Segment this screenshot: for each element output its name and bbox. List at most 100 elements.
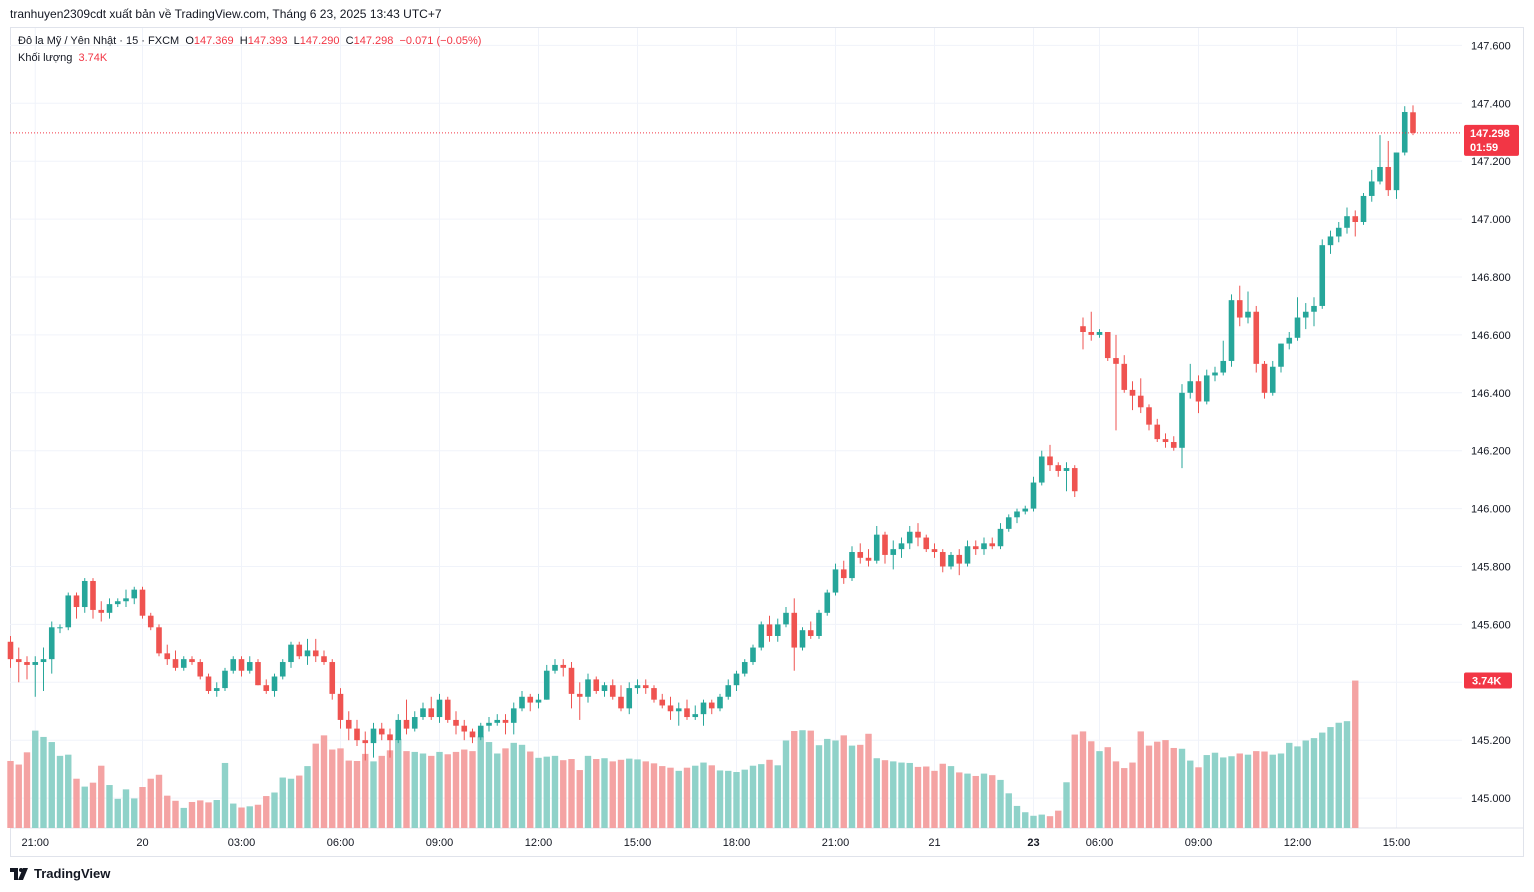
volume-bar <box>296 775 303 828</box>
volume-bar <box>807 730 814 828</box>
last-price-label: 147.298 <box>1470 128 1510 140</box>
volume-bar <box>939 763 946 828</box>
candle-body <box>279 662 286 677</box>
grid-lines <box>10 28 1524 829</box>
candle-body <box>1063 468 1070 471</box>
volume-bar <box>48 742 55 828</box>
candle-body <box>230 659 237 671</box>
candle-body <box>964 546 971 564</box>
volume-bar <box>320 735 328 828</box>
volume-bar <box>848 745 856 828</box>
volume-bar <box>601 758 608 828</box>
volume-bar <box>1013 805 1021 828</box>
candle-body <box>750 647 756 663</box>
volume-bar <box>180 807 187 828</box>
candle-body <box>824 592 831 613</box>
countdown-label: 01:59 <box>1470 142 1498 154</box>
candle-body <box>1245 311 1251 318</box>
volume-bar <box>23 752 31 828</box>
candle-body <box>1038 456 1045 483</box>
candle-body <box>114 601 121 605</box>
volume-bar <box>824 738 831 828</box>
candle-body <box>832 569 839 593</box>
volume-bar <box>444 754 451 828</box>
volume-bar <box>362 753 369 828</box>
volume-bar <box>1343 721 1351 828</box>
volume-label[interactable]: Khối lượng <box>18 52 73 64</box>
time-axis[interactable]: 21:00 20 03:00 06:00 09:00 12:00 15:00 18:00 21:… <box>21 837 1410 849</box>
candle-body <box>882 534 888 555</box>
volume-bar <box>246 806 253 828</box>
price-tick-label: 146.000 <box>1471 504 1511 516</box>
volume-bar <box>1088 741 1095 828</box>
volume-bar <box>1137 731 1144 828</box>
volume-bar <box>865 733 872 828</box>
candle-body <box>774 624 781 636</box>
volume-bar <box>1104 747 1111 828</box>
candle-body <box>395 719 402 741</box>
volume-bar <box>345 760 352 828</box>
candle-body <box>1162 439 1169 443</box>
candle-body <box>1410 112 1416 133</box>
candle-body <box>420 708 426 718</box>
candle-body <box>948 554 954 567</box>
candle-body <box>24 662 30 665</box>
candle-body <box>692 714 699 718</box>
tradingview-logo-icon <box>10 867 28 880</box>
volume-bar <box>650 763 658 828</box>
volume-bar <box>716 770 724 828</box>
volume-bar <box>1178 748 1186 828</box>
candle-body <box>560 664 567 668</box>
volume-bar <box>287 778 295 828</box>
volume-badge <box>1464 672 1512 689</box>
candle-body <box>1385 166 1392 191</box>
volume-bar <box>122 789 130 828</box>
candle-body <box>1311 305 1317 312</box>
candle-body <box>321 656 327 663</box>
price-tick-label: 147.600 <box>1471 40 1511 52</box>
candle-body <box>205 676 212 691</box>
candle-body <box>271 676 278 691</box>
candle-body <box>840 569 847 579</box>
volume-bar <box>494 753 501 828</box>
candle-body <box>57 627 63 629</box>
high-label: H <box>239 35 248 47</box>
volume-legend: Khối lượng 3.74K <box>18 52 107 64</box>
candle-body <box>783 612 789 625</box>
candle-body <box>444 699 451 720</box>
volume-bar <box>1022 812 1029 828</box>
time-tick-label: 09:00 <box>426 837 454 849</box>
price-tick-label: 146.200 <box>1471 446 1511 458</box>
volume-bar <box>568 759 575 828</box>
candle-body <box>263 685 270 691</box>
volume-bar <box>238 807 245 828</box>
volume-bar <box>419 753 427 828</box>
volume-bar <box>518 744 526 828</box>
volume-bar <box>898 762 905 828</box>
candle-body <box>164 653 171 660</box>
candle-body <box>486 722 492 726</box>
candle-body <box>1236 300 1243 318</box>
candle-body <box>741 662 748 674</box>
tradingview-logo[interactable]: TradingView <box>10 866 110 881</box>
price-tick-label: 145.000 <box>1471 793 1511 805</box>
candle-body <box>1129 389 1136 396</box>
volume-bar <box>1211 752 1219 828</box>
volume-bar <box>551 755 559 828</box>
volume-bar <box>749 765 757 828</box>
volume-bar <box>147 778 154 828</box>
symbol-label[interactable]: Đô la Mỹ / Yên Nhật · 15 · FXCM <box>18 35 180 47</box>
candle-body <box>1187 381 1194 393</box>
volume-bar <box>1203 755 1210 828</box>
volume-bar <box>609 761 616 828</box>
price-axis[interactable]: 145.000145.200145.400145.600145.800146.0… <box>1471 40 1511 805</box>
volume-bar <box>617 759 625 828</box>
volume-bar <box>98 765 105 828</box>
candle-body <box>106 604 113 613</box>
candle-body <box>131 589 138 599</box>
volume-bar <box>923 766 930 828</box>
volume-bar <box>535 757 542 828</box>
volume-bar <box>452 751 460 828</box>
candle-body <box>1121 363 1128 390</box>
